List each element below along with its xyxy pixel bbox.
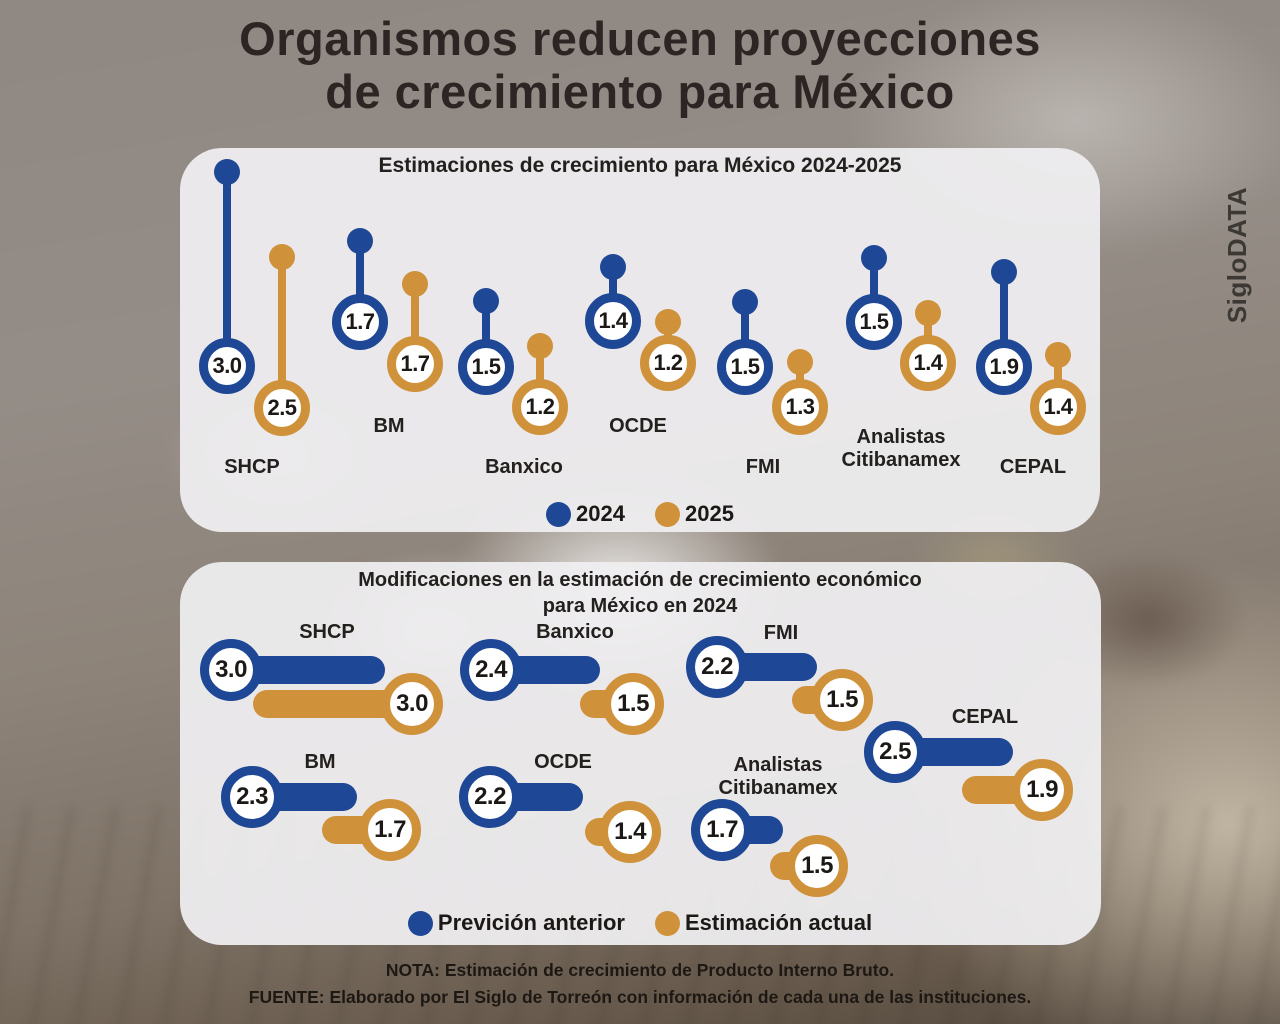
legend-item-estimacion-actual: Estimación actual (655, 910, 872, 936)
pin-value-ring: 1.2 (640, 335, 696, 391)
pin-value-ring: 3.0 (199, 338, 255, 394)
legend-item-prevision-anterior: Previción anterior (407, 910, 625, 936)
category-label-ocde: OCDE (534, 751, 592, 773)
category-label-shcp: SHCP (299, 621, 355, 643)
pin-value-ring: 1.4 (900, 335, 956, 391)
ring-current-ocde: 1.4 (599, 801, 661, 863)
bottom-chart-legend: Previción anterior Estimación actual (180, 910, 1100, 936)
category-label-banxico: Banxico (485, 456, 563, 478)
ring-previous-ocde: 2.2 (459, 766, 521, 828)
pin-value-ring: 1.5 (458, 339, 514, 395)
pin-dot-icon (347, 228, 373, 254)
ring-current-bm: 1.7 (359, 799, 421, 861)
category-label-bm: BM (373, 415, 405, 437)
pin-stem (482, 301, 490, 367)
pin-value-ring: 1.9 (976, 339, 1032, 395)
pin-value-ring: 2.5 (254, 380, 310, 436)
legend-item-2024: 2024 (546, 501, 625, 527)
fuente-text: FUENTE: Elaborado por El Siglo de Torreó… (248, 987, 1032, 1007)
pin-stem (356, 241, 364, 322)
pin-stem (870, 258, 878, 322)
pin-stem (536, 346, 544, 407)
siglodata-brand-label: SigloDATA (1222, 186, 1252, 324)
panel-estimaciones-2024-2025 (180, 148, 1100, 532)
pin-dot-icon (402, 271, 428, 297)
pin-dot-icon (915, 300, 941, 326)
ring-previous-banxico: 2.4 (460, 639, 522, 701)
pin-value-ring: 1.7 (332, 294, 388, 350)
legend-label-prevision-anterior: Previción anterior (437, 910, 625, 935)
pin-stem (741, 302, 749, 367)
category-label-cepal: CEPAL (951, 706, 1019, 728)
pin-stem (1000, 272, 1008, 367)
top-chart-title: Estimaciones de crecimiento para México … (378, 154, 902, 177)
pin-stem (411, 284, 419, 364)
ring-current-analistas-citibanamex: 1.5 (786, 835, 848, 897)
footer-notes: NOTA: Estimación de crecimiento de Produ… (0, 957, 1280, 1011)
category-label-bm: BM (304, 751, 336, 773)
pin-dot-icon (861, 245, 887, 271)
pin-dot-icon (732, 289, 758, 315)
pin-value-ring: 1.4 (585, 293, 641, 349)
pin-stem (223, 172, 231, 366)
pin-value-ring: 1.5 (717, 339, 773, 395)
page-title-line2: de crecimiento para México (325, 65, 955, 118)
legend-dot-blue-icon (407, 910, 433, 936)
bottom-chart-title: Modificaciones en la estimación de creci… (180, 567, 1100, 619)
page-title: Organismos reducen proyecciones de creci… (0, 12, 1280, 118)
category-label-shcp: SHCP (224, 456, 280, 478)
ring-current-cepal: 1.9 (1011, 759, 1073, 821)
category-label-banxico: Banxico (536, 621, 614, 643)
category-label-analistas-citibanamex: Analistas Citibanamex (718, 754, 838, 799)
legend-item-2025: 2025 (655, 501, 734, 527)
ring-previous-cepal: 2.5 (864, 721, 926, 783)
pin-value-ring: 1.5 (846, 294, 902, 350)
ring-previous-fmi: 2.2 (686, 636, 748, 698)
legend-dot-orange-icon (655, 910, 680, 936)
ring-previous-shcp: 3.0 (200, 639, 262, 701)
bottom-chart-title-line2: para México en 2024 (542, 595, 738, 617)
category-label-fmi: FMI (763, 622, 799, 644)
legend-label-2024: 2024 (576, 501, 625, 526)
pin-value-ring: 1.7 (387, 336, 443, 392)
ring-previous-bm: 2.3 (221, 766, 283, 828)
legend-label-estimacion-actual: Estimación actual (685, 910, 873, 935)
category-label-fmi: FMI (745, 456, 781, 478)
legend-dot-orange-icon (655, 501, 680, 527)
ring-current-banxico: 1.5 (602, 673, 664, 735)
page-title-line1: Organismos reducen proyecciones (239, 12, 1041, 65)
pin-dot-icon (527, 333, 553, 359)
pin-dot-icon (600, 254, 626, 280)
top-chart-legend: 2024 2025 (180, 501, 1100, 527)
pin-value-ring: 1.3 (772, 379, 828, 435)
pin-dot-icon (214, 159, 240, 185)
pin-dot-icon (269, 244, 295, 270)
bottom-chart-title-line1: Modificaciones en la estimación de creci… (358, 569, 922, 591)
ring-current-fmi: 1.5 (811, 669, 873, 731)
pin-dot-icon (473, 288, 499, 314)
nota-text: NOTA: Estimación de crecimiento de Produ… (385, 960, 895, 980)
category-label-analistas-citibanamex: Analistas Citibanamex (841, 426, 961, 471)
ring-previous-analistas-citibanamex: 1.7 (691, 799, 753, 861)
pin-dot-icon (655, 309, 681, 335)
legend-label-2025: 2025 (685, 501, 734, 526)
category-label-cepal: CEPAL (999, 456, 1067, 478)
pin-dot-icon (1045, 342, 1071, 368)
pin-dot-icon (787, 349, 813, 375)
pin-stem (278, 257, 286, 408)
pin-dot-icon (991, 259, 1017, 285)
pin-value-ring: 1.2 (512, 379, 568, 435)
pin-value-ring: 1.4 (1030, 379, 1086, 435)
ring-current-shcp: 3.0 (381, 673, 443, 735)
category-label-ocde: OCDE (609, 415, 667, 437)
legend-dot-blue-icon (546, 501, 572, 527)
